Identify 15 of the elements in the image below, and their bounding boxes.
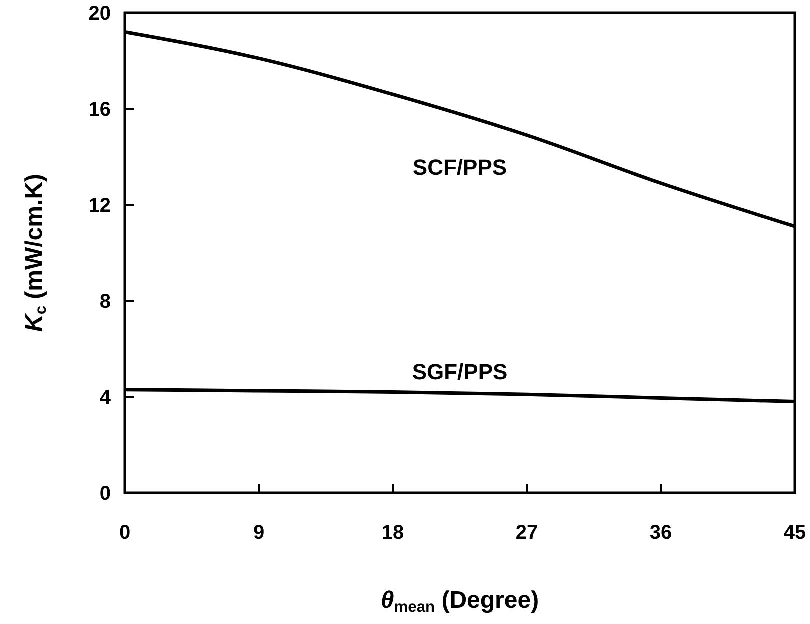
x-tick-label: 45: [784, 522, 806, 544]
y-tick-label: 16: [88, 99, 111, 121]
x-tick-label: 9: [253, 522, 265, 544]
x-tick-label: 36: [650, 522, 672, 544]
x-tick-label: 0: [119, 522, 131, 544]
y-tick-label: 8: [100, 291, 111, 313]
y-tick-label: 0: [100, 483, 111, 505]
y-tick-label: 12: [88, 195, 111, 217]
y-tick-label: 4: [100, 387, 112, 409]
series-label: SGF/PPS: [412, 359, 508, 384]
x-axis-title: θ$_{mean}$ (Degree): [380, 587, 540, 616]
series-label: SCF/PPS: [412, 155, 508, 180]
x-tick-label: 27: [516, 522, 538, 544]
x-tick-label: 18: [382, 522, 404, 544]
y-tick-label: 20: [88, 3, 111, 25]
